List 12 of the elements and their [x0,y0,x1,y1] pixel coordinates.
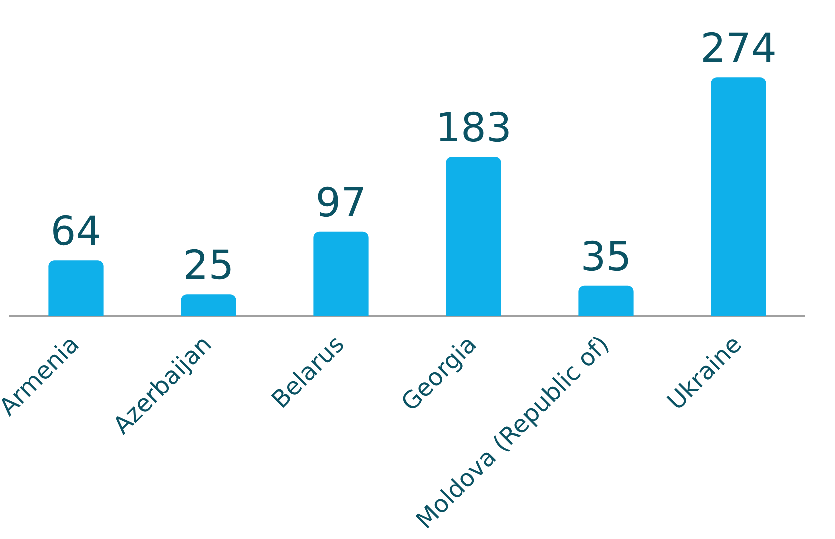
bar [711,78,766,316]
bar [314,232,369,316]
data-label: 64 [50,209,102,256]
bar [181,294,236,316]
data-label: 25 [183,242,234,289]
bar [578,286,634,316]
data-label: 97 [316,180,367,226]
bar [48,260,104,316]
data-label: 183 [436,105,512,152]
bar [446,156,502,316]
data-label: 35 [580,234,632,280]
data-label: 274 [700,26,777,72]
